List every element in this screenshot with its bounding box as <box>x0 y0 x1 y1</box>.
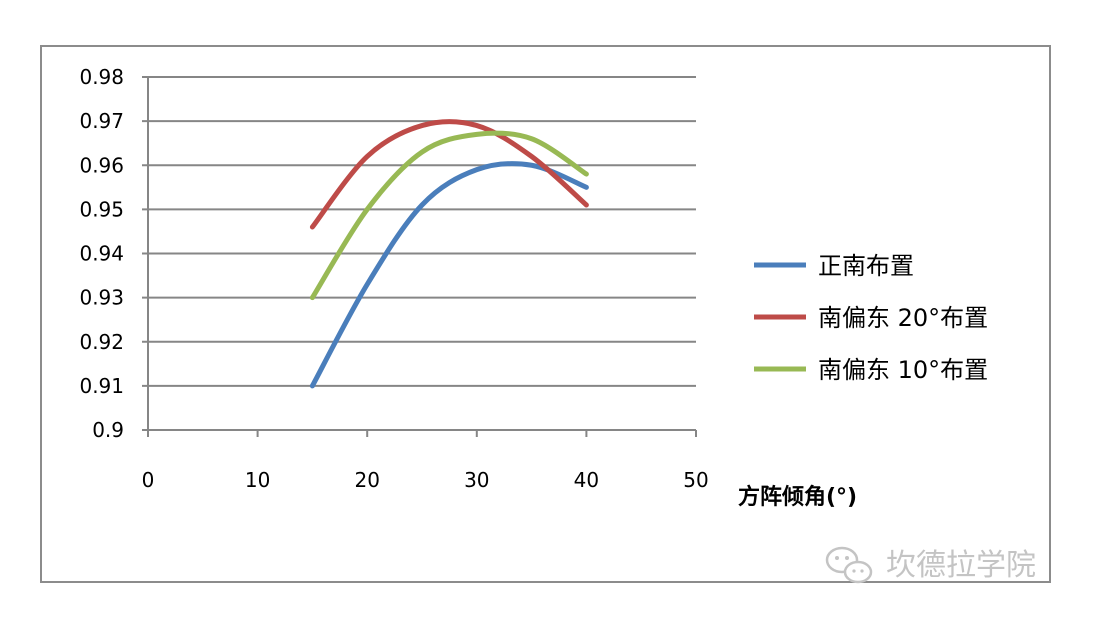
x-axis-title: 方阵倾角(°) <box>738 484 857 510</box>
x-tick-label: 10 <box>245 468 270 492</box>
y-tick-label: 0.97 <box>79 109 124 133</box>
legend-label: 正南布置 <box>818 252 914 280</box>
watermark: 坎德拉学院 <box>825 546 1036 584</box>
y-tick-label: 0.92 <box>79 330 124 354</box>
x-tick-label: 30 <box>464 468 489 492</box>
legend-label: 南偏东 10°布置 <box>818 356 988 384</box>
y-tick-label: 0.91 <box>79 374 124 398</box>
legend-label: 南偏东 20°布置 <box>818 304 988 332</box>
y-tick-label: 0.94 <box>79 242 124 266</box>
series-line-2 <box>309 119 589 230</box>
y-tick-label: 0.9 <box>92 418 124 442</box>
series-line-1 <box>309 161 589 389</box>
y-tick-label: 0.93 <box>79 286 124 310</box>
y-tick-label: 0.95 <box>79 197 124 221</box>
chart-frame <box>40 45 1051 583</box>
y-tick-label: 0.98 <box>79 65 124 89</box>
x-tick-label: 40 <box>574 468 599 492</box>
x-tick-label: 50 <box>683 468 708 492</box>
wechat-icon <box>825 546 873 584</box>
watermark-text: 坎德拉学院 <box>886 548 1036 583</box>
x-tick-label: 0 <box>142 468 155 492</box>
series-line-3 <box>309 130 589 301</box>
x-tick-label: 20 <box>354 468 379 492</box>
y-tick-label: 0.96 <box>79 153 124 177</box>
